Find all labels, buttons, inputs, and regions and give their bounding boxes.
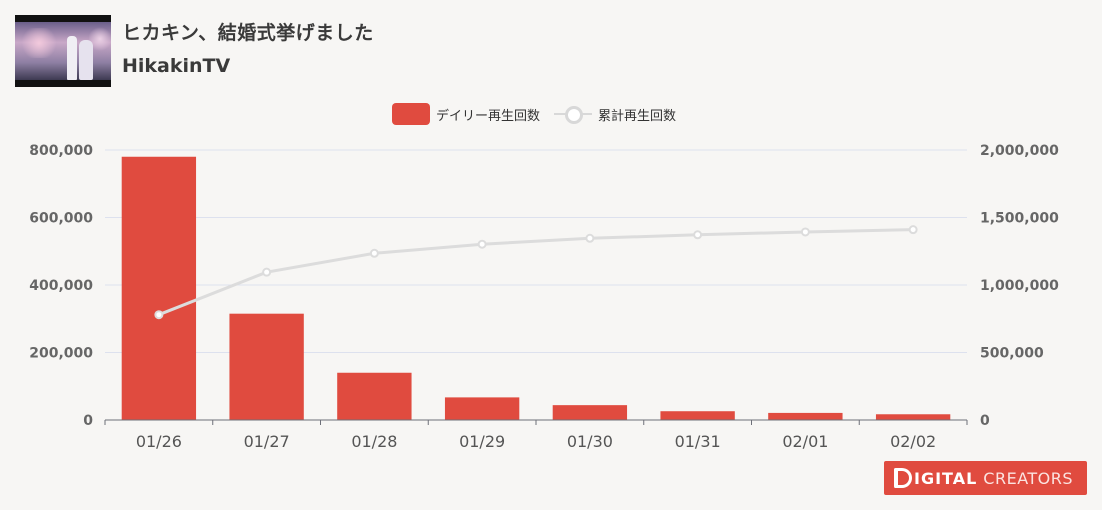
y-right-tick-label: 500,000 (980, 346, 1044, 362)
legend-item-cumulative[interactable]: 累計再生回数 (554, 103, 676, 125)
line-point (154, 310, 164, 320)
bar (229, 313, 304, 420)
x-tick-label: 01/31 (675, 432, 721, 451)
y-left-tick-label: 0 (83, 413, 93, 429)
y-left-tick-label: 800,000 (29, 143, 93, 159)
x-tick-label: 02/02 (890, 432, 936, 451)
video-title: ヒカキン、結婚式挙げました (122, 22, 374, 44)
legend-line-swatch (554, 103, 593, 125)
y-right-tick-label: 0 (980, 413, 990, 429)
x-tick-label: 01/28 (351, 432, 397, 451)
legend-bar-swatch (392, 103, 430, 125)
line-point (585, 233, 595, 243)
axes (104, 419, 968, 425)
chart-legend: デイリー再生回数 累計再生回数 (392, 102, 690, 126)
line-series (154, 225, 918, 320)
bar (552, 405, 628, 420)
bar (444, 397, 520, 420)
brand-word-creators: CREATORS (983, 468, 1074, 488)
x-tick-label: 01/29 (459, 432, 505, 451)
line-point (693, 230, 703, 240)
thumbnail-blossom (19, 28, 59, 58)
bar (121, 156, 197, 420)
legend-item-daily[interactable]: デイリー再生回数 (392, 103, 540, 125)
thumbnail-scene (15, 22, 111, 80)
thumbnail-person-groom (67, 36, 77, 80)
axis-labels: 0 200,000 400,000 600,000 800,000 0 500,000 1,0… (29, 143, 1059, 451)
line-point (262, 267, 272, 277)
y-left-tick-label: 600,000 (29, 211, 93, 227)
bar (875, 414, 951, 420)
y-left-tick-label: 200,000 (29, 346, 93, 362)
cumulative-line (158, 228, 914, 317)
bar-series (121, 156, 951, 420)
y-right-tick-label: 1,000,000 (980, 278, 1059, 294)
x-tick-label: 01/30 (567, 432, 613, 451)
legend-label-daily: デイリー再生回数 (436, 108, 541, 124)
x-tick-label: 01/27 (244, 432, 290, 451)
bar (660, 411, 735, 420)
line-point (800, 227, 810, 237)
y-left-tick-label: 400,000 (29, 278, 93, 294)
x-tick-label: 02/01 (782, 432, 828, 451)
brand-word-digital: IGITAL (914, 468, 978, 488)
channel-name: HikakinTV (122, 55, 231, 77)
thumbnail-blossom-right (89, 26, 111, 52)
bar (768, 412, 843, 420)
x-tick-label: 01/26 (136, 432, 182, 451)
thumbnail-person-bride (79, 40, 93, 80)
line-point (369, 248, 379, 258)
brand-d-icon (894, 468, 912, 488)
line-point (908, 225, 918, 235)
y-right-tick-label: 1,500,000 (980, 211, 1059, 227)
digital-creators-logo: IGITAL CREATORS (884, 461, 1087, 495)
video-thumbnail (15, 15, 111, 87)
legend-line-marker (565, 106, 584, 124)
y-right-tick-label: 2,000,000 (980, 143, 1059, 159)
legend-label-cumulative: 累計再生回数 (598, 108, 677, 124)
bar (337, 372, 412, 420)
line-point (477, 239, 487, 249)
